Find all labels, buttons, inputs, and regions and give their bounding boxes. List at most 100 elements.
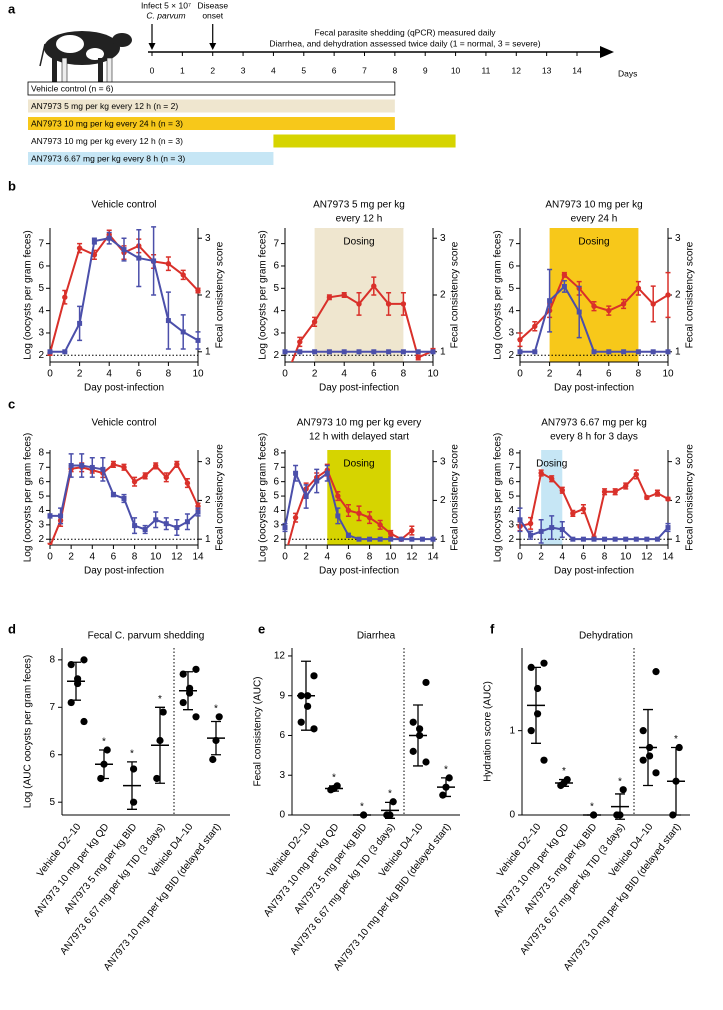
x-tick-label: 6 [606, 369, 612, 380]
x-tick-label: 2 [303, 552, 309, 563]
y-tick-label: 8 [508, 448, 514, 459]
x-tick-label: 2 [77, 369, 83, 380]
data-point [549, 525, 555, 531]
y-tick-label: 5 [508, 283, 514, 294]
timeline-tick-label: 11 [482, 65, 491, 75]
data-point [314, 478, 320, 484]
treatment-bar [27, 81, 396, 96]
y-tick-label: 5 [273, 283, 279, 294]
cow-icon [39, 31, 132, 85]
data-point [335, 493, 341, 499]
data-point [110, 492, 116, 498]
y2-tick-label: 1 [675, 534, 681, 545]
x-tick-label: 10 [385, 552, 397, 563]
data-point [665, 292, 671, 298]
data-point [606, 349, 612, 355]
panel-label: f [490, 621, 495, 636]
data-point [409, 747, 417, 755]
data-point [650, 349, 656, 355]
sd-bar [615, 793, 625, 820]
significance: * [102, 737, 106, 748]
x-tick-label: 4 [341, 369, 347, 380]
data-point [184, 480, 191, 486]
data-point [367, 536, 373, 542]
data-point [644, 494, 650, 501]
data-point [532, 349, 538, 355]
x-tick-label: 8 [132, 552, 138, 563]
chart-title: Vehicle control [91, 418, 156, 429]
y2-tick-label: 1 [675, 346, 681, 357]
chart-title: AN7973 6.67 mg per kg [541, 418, 647, 429]
data-point [62, 294, 68, 300]
timeline-axis-label: Days [618, 68, 637, 78]
data-point [612, 536, 618, 542]
significance: * [158, 694, 162, 705]
sd-bar [155, 706, 165, 784]
treatment-label: AN7973 10 mg per kg every 24 h (n = 3) [31, 118, 183, 128]
data-point [602, 536, 608, 542]
data-point [68, 463, 74, 469]
sd-bar [531, 666, 541, 744]
data-point [132, 523, 138, 529]
data-point [293, 470, 299, 476]
data-point [151, 258, 157, 264]
data-point [292, 514, 299, 521]
plot-area [517, 268, 671, 355]
chart-title: every 8 h for 3 days [550, 432, 638, 443]
data-point [130, 765, 138, 773]
x-tick-label: 6 [111, 552, 117, 563]
significance: * [360, 802, 364, 813]
y2-axis-label: Fecal consistency score [215, 241, 226, 348]
data-point [547, 298, 553, 304]
data-point [356, 349, 362, 355]
data-point [310, 672, 318, 680]
data-point [174, 461, 180, 468]
data-point [517, 349, 523, 355]
y2-tick-label: 3 [440, 233, 446, 244]
x-tick-label: 0 [282, 369, 288, 380]
plot-area [282, 276, 436, 362]
data-point [356, 536, 362, 542]
y-tick-label: 6 [38, 261, 44, 272]
data-point [377, 522, 383, 528]
timeline-tick-label: 7 [362, 65, 367, 75]
data-point [580, 506, 587, 512]
x-tick-label: 4 [560, 552, 566, 563]
significance: * [674, 734, 678, 745]
data-point [621, 349, 627, 355]
sd-bar [385, 801, 395, 819]
chart-title: every 24 h [571, 214, 618, 225]
event-label: Infect 5 × 10⁷ [141, 0, 191, 10]
data-point [538, 470, 544, 476]
x-tick-label: 2 [312, 369, 318, 380]
y-tick-label: 3 [38, 519, 44, 530]
data-point [215, 713, 223, 721]
y-tick-label: 6 [279, 730, 285, 741]
data-point [549, 476, 555, 482]
x-tick-label: 6 [371, 369, 377, 380]
x-axis-label: Day post-infection [554, 383, 634, 394]
y-tick-label: 3 [38, 328, 44, 339]
data-point [80, 717, 88, 726]
data-point [326, 349, 332, 355]
timeline-description: Diarrhea, and dehydration assessed twice… [269, 38, 540, 48]
data-point [192, 713, 200, 721]
x-tick-label: 0 [47, 552, 53, 563]
data-point [623, 483, 629, 489]
x-axis-label: Day post-infection [319, 566, 399, 577]
data-point [580, 536, 586, 542]
data-point [527, 727, 535, 735]
x-tick-label: 8 [166, 369, 172, 380]
y-tick-label: 5 [508, 491, 514, 502]
data-point [591, 303, 597, 309]
data-point [377, 536, 383, 542]
data-point [559, 526, 565, 532]
data-point [297, 718, 305, 726]
y-tick-label: 5 [38, 491, 44, 502]
y-tick-label: 2 [273, 350, 279, 361]
data-point [559, 487, 565, 494]
data-point [282, 525, 288, 531]
data-point [136, 255, 142, 261]
timeline-tick-label: 10 [451, 65, 461, 75]
treatment-label: AN7973 10 mg per kg every 12 h (n = 3) [31, 136, 183, 146]
